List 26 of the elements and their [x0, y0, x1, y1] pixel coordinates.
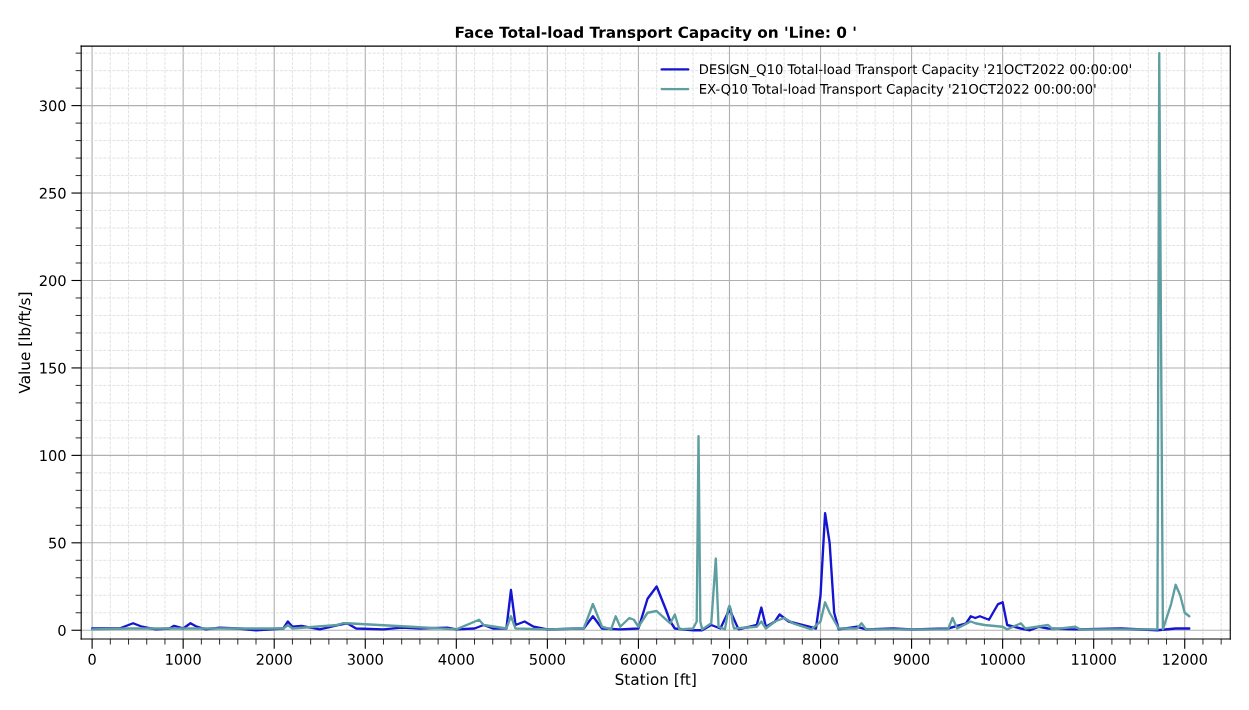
- x-tick-label: 10000: [981, 653, 1025, 665]
- x-tick-label: 0: [88, 653, 96, 665]
- legend-label: DESIGN_Q10 Total-load Transport Capacity '21OCT2022 00:00:00': [700, 63, 1131, 78]
- x-tick-label: 5000: [529, 653, 565, 665]
- x-tick-label: 11000: [1072, 653, 1116, 665]
- x-tick-label: 3000: [347, 653, 383, 665]
- y-tick-label: 50: [49, 537, 66, 549]
- x-tick-label: 7000: [712, 653, 748, 665]
- y-tick-label: 0: [58, 624, 66, 636]
- chart-title: Face Total-load Transport Capacity on 'Line: 0 ': [455, 26, 856, 42]
- y-axis-title: Value [lb/ft/s]: [18, 292, 33, 394]
- y-tick-label: 150: [40, 362, 66, 374]
- x-tick-label: 2000: [256, 653, 292, 665]
- x-tick-label: 9000: [893, 653, 930, 665]
- x-tick-label: 8000: [802, 653, 839, 665]
- x-tick-label: 12000: [1163, 653, 1207, 665]
- y-tick-label: 100: [40, 450, 66, 462]
- x-tick-label: 1000: [166, 653, 201, 665]
- line-series: [90, 51, 1191, 631]
- x-axis-title: Station [ft]: [615, 673, 696, 687]
- x-tick-label: 6000: [620, 653, 657, 665]
- x-tick-label: 4000: [438, 653, 474, 665]
- y-tick-label: 300: [39, 100, 66, 112]
- legend-label: EX-Q10 Total-load Transport Capacity '21OCT2022 00:00:00': [700, 83, 1096, 97]
- y-tick-label: 250: [39, 187, 66, 199]
- y-tick-label: 200: [39, 275, 66, 287]
